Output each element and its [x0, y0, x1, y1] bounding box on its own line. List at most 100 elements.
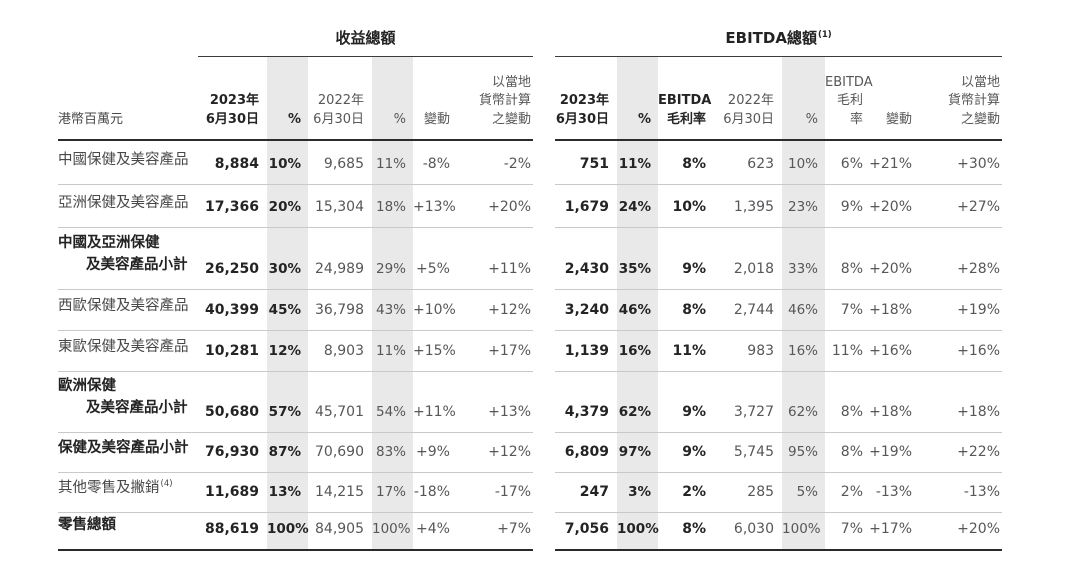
value-cell: 9%: [658, 432, 711, 473]
value-cell: 43%: [372, 289, 413, 331]
value-cell: 14,215: [308, 472, 372, 513]
value-cell: 17%: [372, 472, 413, 513]
value-cell: 3%: [617, 472, 659, 513]
footnote-marker: (1): [817, 29, 832, 40]
column-header-rev-2022: 2022年 6月30日: [308, 56, 372, 141]
value-cell: 2,018: [710, 227, 783, 290]
value-cell: 1,395: [710, 184, 783, 228]
value-cell: 8,903: [308, 330, 372, 372]
value-cell: +18%: [867, 289, 915, 331]
value-cell: 2,744: [710, 289, 783, 331]
value-cell: +5%: [413, 227, 452, 290]
value-cell: 6,809: [555, 432, 618, 473]
value-cell: +20%: [914, 512, 1003, 551]
value-cell: +9%: [413, 432, 452, 473]
unit-label: 港幣百萬元: [58, 56, 198, 141]
value-cell: 35%: [617, 227, 659, 290]
value-cell: +18%: [914, 371, 1003, 433]
value-cell: 3,240: [555, 289, 618, 331]
value-cell: +4%: [413, 512, 452, 551]
value-cell: -13%: [867, 472, 915, 513]
table-row-china-hb: 中國保健及美容產品 8,884 10% 9,685 11% -8% -2% 75…: [58, 140, 1003, 185]
value-cell: 247: [555, 472, 618, 513]
value-cell: 30%: [267, 227, 308, 290]
table-row-east-europe-hb: 東歐保健及美容產品 10,281 12% 8,903 11% +15% +17%…: [58, 330, 1003, 372]
value-cell: 23%: [782, 184, 826, 228]
table-row-retail-total: 零售總額 88,619 100% 84,905 100% +4% +7% 7,0…: [58, 512, 1003, 551]
table-gap: [533, 140, 556, 184]
value-cell: 16%: [782, 330, 826, 372]
value-cell: 87%: [267, 432, 308, 473]
value-cell: -2%: [452, 140, 534, 185]
value-cell: +20%: [452, 184, 534, 228]
value-cell: 11,689: [198, 472, 267, 513]
table-row-other-retail: 其他零售及撇銷(4) 11,689 13% 14,215 17% -18% -1…: [58, 472, 1003, 513]
value-cell: 46%: [617, 289, 659, 331]
value-cell: +19%: [867, 432, 915, 473]
column-header-rev-local-change: 以當地 貨幣計算 之變動: [452, 56, 534, 141]
column-header-rev-2023-pct: %: [267, 56, 308, 141]
value-cell: +12%: [452, 432, 534, 473]
value-cell: 36,798: [308, 289, 372, 331]
table-gap: [533, 371, 556, 432]
value-cell: -18%: [413, 472, 452, 513]
value-cell: 11%: [825, 330, 868, 372]
value-cell: 751: [555, 140, 618, 185]
footnote-marker: (4): [160, 478, 173, 489]
column-header-rev-2023: 2023年 6月30日: [198, 56, 267, 141]
value-cell: +17%: [867, 512, 915, 551]
row-label: 西歐保健及美容產品: [58, 289, 198, 331]
row-label: 亞洲保健及美容產品: [58, 184, 198, 228]
value-cell: 16%: [617, 330, 659, 372]
value-cell: 50,680: [198, 371, 267, 433]
value-cell: +13%: [452, 371, 534, 433]
value-cell: 9%: [658, 227, 711, 290]
value-cell: +18%: [867, 371, 915, 433]
table-gap: [533, 227, 556, 289]
value-cell: 97%: [617, 432, 659, 473]
value-cell: +21%: [867, 140, 915, 185]
table-row-west-europe-hb: 西歐保健及美容產品 40,399 45% 36,798 43% +10% +12…: [58, 289, 1003, 331]
value-cell: +12%: [452, 289, 534, 331]
value-cell: 45%: [267, 289, 308, 331]
value-cell: 24%: [617, 184, 659, 228]
value-cell: +15%: [413, 330, 456, 372]
value-cell: 83%: [372, 432, 413, 473]
value-cell: 100%: [372, 512, 413, 551]
table-gap: [533, 184, 556, 227]
value-cell: 26,250: [198, 227, 267, 290]
table-gap: [533, 56, 556, 140]
column-header-ebitda-2022-pct: %: [782, 56, 826, 141]
value-cell: +27%: [914, 184, 1003, 228]
value-cell: 20%: [267, 184, 308, 228]
value-cell: 40,399: [198, 289, 267, 331]
value-cell: 11%: [617, 140, 659, 185]
value-cell: 1,139: [555, 330, 618, 372]
value-cell: 2%: [658, 472, 711, 513]
revenue-group-title: 收益總額: [335, 28, 396, 47]
value-cell: 70,690: [308, 432, 372, 473]
table-gap: [533, 289, 556, 330]
value-cell: 9,685: [308, 140, 372, 185]
value-cell: 57%: [267, 371, 308, 433]
value-cell: 5,745: [710, 432, 783, 473]
ebitda-group-title: EBITDA總額: [725, 28, 817, 47]
value-cell: 95%: [782, 432, 826, 473]
value-cell: 11%: [658, 330, 711, 372]
value-cell: 983: [710, 330, 783, 372]
column-header-ebitda-2023: 2023年 6月30日: [555, 56, 618, 141]
value-cell: 9%: [658, 371, 711, 433]
value-cell: 8%: [825, 432, 868, 473]
column-header-rev-change: 變動: [413, 56, 452, 141]
value-cell: 8%: [825, 227, 868, 290]
value-cell: +20%: [867, 227, 915, 290]
value-cell: +11%: [452, 227, 534, 290]
value-cell: +16%: [914, 330, 1003, 372]
segment-results-table: 收益總額 EBITDA總額(1) 港幣百萬元 2023年 6月30日 % 202…: [58, 14, 1003, 551]
value-cell: 623: [710, 140, 783, 185]
value-cell: 17,366: [198, 184, 267, 228]
value-cell: 12%: [267, 330, 308, 372]
row-label: 零售總額: [58, 512, 198, 551]
column-header-ebitda-2022: 2022年 6月30日: [710, 56, 783, 141]
value-cell: 45,701: [308, 371, 372, 433]
